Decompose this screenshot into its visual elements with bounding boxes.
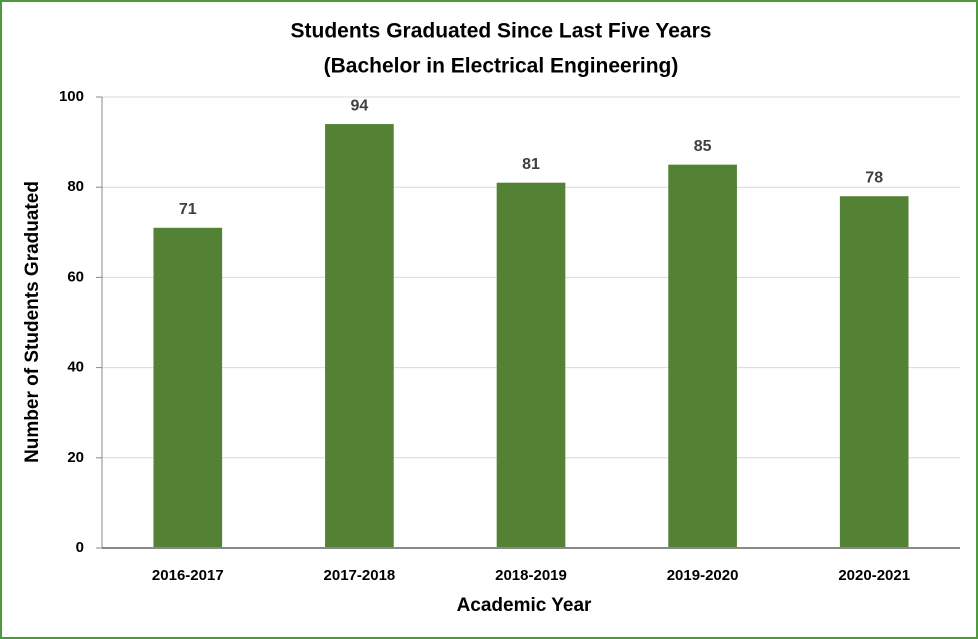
y-tick-label: 80 bbox=[67, 178, 84, 195]
bar bbox=[496, 182, 566, 548]
x-tick-label: 2020-2021 bbox=[838, 567, 910, 584]
y-axis-label: Number of Students Graduated bbox=[22, 181, 43, 463]
bar bbox=[839, 196, 909, 548]
x-tick-label: 2016-2017 bbox=[152, 567, 224, 584]
y-tick-label: 100 bbox=[59, 88, 84, 105]
y-tick-label: 20 bbox=[67, 449, 84, 466]
x-tick-label: 2017-2018 bbox=[324, 567, 396, 584]
y-tick-label: 40 bbox=[67, 359, 84, 376]
data-label: 81 bbox=[522, 156, 540, 173]
chart-title: (Bachelor in Electrical Engineering) bbox=[324, 55, 679, 78]
chart-title: Students Graduated Since Last Five Years bbox=[291, 20, 712, 43]
data-label: 94 bbox=[351, 97, 369, 114]
data-label: 85 bbox=[694, 138, 712, 155]
bar bbox=[668, 164, 737, 548]
x-axis-label: Academic Year bbox=[457, 595, 592, 616]
data-label: 71 bbox=[179, 201, 197, 218]
x-tick-label: 2019-2020 bbox=[667, 567, 739, 584]
y-tick-label: 60 bbox=[67, 268, 84, 285]
bar bbox=[153, 227, 223, 549]
x-tick-label: 2018-2019 bbox=[495, 567, 567, 584]
data-label: 78 bbox=[865, 169, 883, 186]
bar bbox=[325, 124, 394, 548]
y-tick-label: 0 bbox=[76, 539, 84, 556]
